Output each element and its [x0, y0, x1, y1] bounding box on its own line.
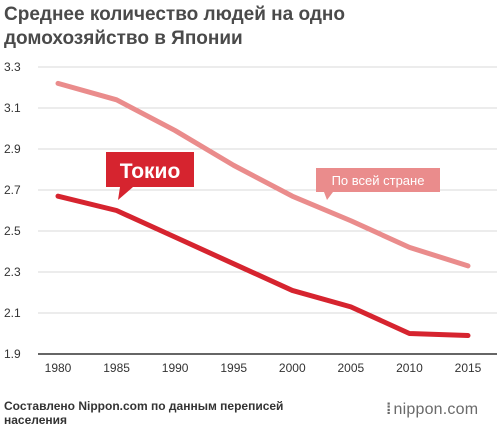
x-tick-label: 2005: [338, 361, 365, 375]
y-tick-label: 1.9: [4, 347, 21, 361]
x-tick-label: 2010: [396, 361, 423, 375]
x-tick-label: 1980: [45, 361, 72, 375]
brand-dots-icon: ⁞: [386, 401, 392, 418]
y-tick-label: 2.5: [4, 224, 21, 238]
series-line-tokyo: [55, 193, 471, 339]
y-tick-label: 2.7: [4, 183, 21, 197]
series-label-national: По всей стране: [316, 168, 440, 200]
chart-title: Среднее количество людей на одно домохоз…: [4, 3, 434, 51]
brand-logo: ⁞ nippon.com: [386, 401, 478, 419]
x-tick-label: 1995: [220, 361, 247, 375]
series-line-national: [55, 80, 471, 269]
x-tick-label: 2000: [279, 361, 306, 375]
source-note-line2: населения: [4, 413, 68, 427]
y-tick-label: 2.9: [4, 142, 21, 156]
chart-title-line1: Среднее количество людей на одно: [4, 4, 345, 25]
series-label-national-box: [316, 168, 440, 200]
y-tick-label: 3.3: [4, 60, 21, 74]
source-note: Составлено Nippon.com по данным переписе…: [4, 399, 334, 427]
series-label-tokyo-box: [106, 152, 194, 200]
series-label-tokyo: Токио: [106, 152, 194, 200]
chart-area: 1.9 2.1 2.3 2.5 2.7 2.9 3.1 3.3 1980 1985 1990 1995…: [4, 60, 497, 375]
y-tick-label: 2.1: [4, 306, 21, 320]
x-tick-label: 2015: [455, 361, 482, 375]
x-tick-label: 1990: [162, 361, 189, 375]
source-note-line1: Составлено Nippon.com по данным переписе…: [4, 399, 284, 413]
brand-text: nippon.com: [393, 401, 479, 418]
series-label-tokyo-text: Токио: [120, 160, 181, 183]
x-tick-label: 1985: [103, 361, 130, 375]
chart-title-line2: домохозяйство в Японии: [4, 28, 243, 49]
y-tick-label: 2.3: [4, 265, 21, 279]
y-tick-label: 3.1: [4, 101, 21, 115]
series-label-national-text: По всей стране: [332, 173, 425, 188]
